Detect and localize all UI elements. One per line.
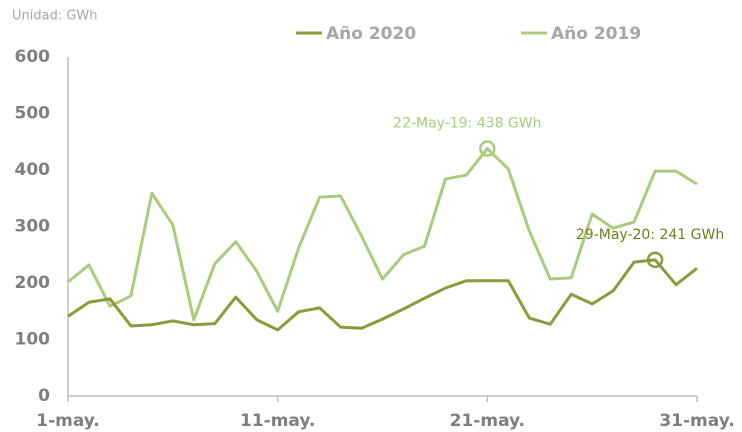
y-tick-label: 200 <box>15 273 51 293</box>
unit-label: Unidad: GWh <box>12 9 98 24</box>
x-tick-label: 31-may. <box>659 411 734 431</box>
line-series <box>67 147 698 322</box>
annotation: 29-May-20: 241 GWh <box>576 227 724 243</box>
y-tick-label: 500 <box>15 104 51 124</box>
legend-label: Año 2020 <box>326 24 416 44</box>
highlight-point <box>479 140 496 157</box>
x-tick-label: 1-may. <box>36 411 100 431</box>
y-tick-label: 100 <box>15 330 51 350</box>
legend-label: Año 2019 <box>551 24 641 44</box>
highlight-point <box>646 251 664 269</box>
x-tick-label: 11-may. <box>240 411 315 431</box>
annotation: 22-May-19: 438 GWh <box>393 116 541 132</box>
x-tick-label: 21-may. <box>450 411 525 431</box>
y-tick-label: 400 <box>15 160 51 180</box>
y-tick-label: 0 <box>38 386 50 406</box>
y-tick-label: 600 <box>15 47 51 67</box>
line-series <box>67 258 698 332</box>
y-tick-label: 300 <box>15 217 51 237</box>
